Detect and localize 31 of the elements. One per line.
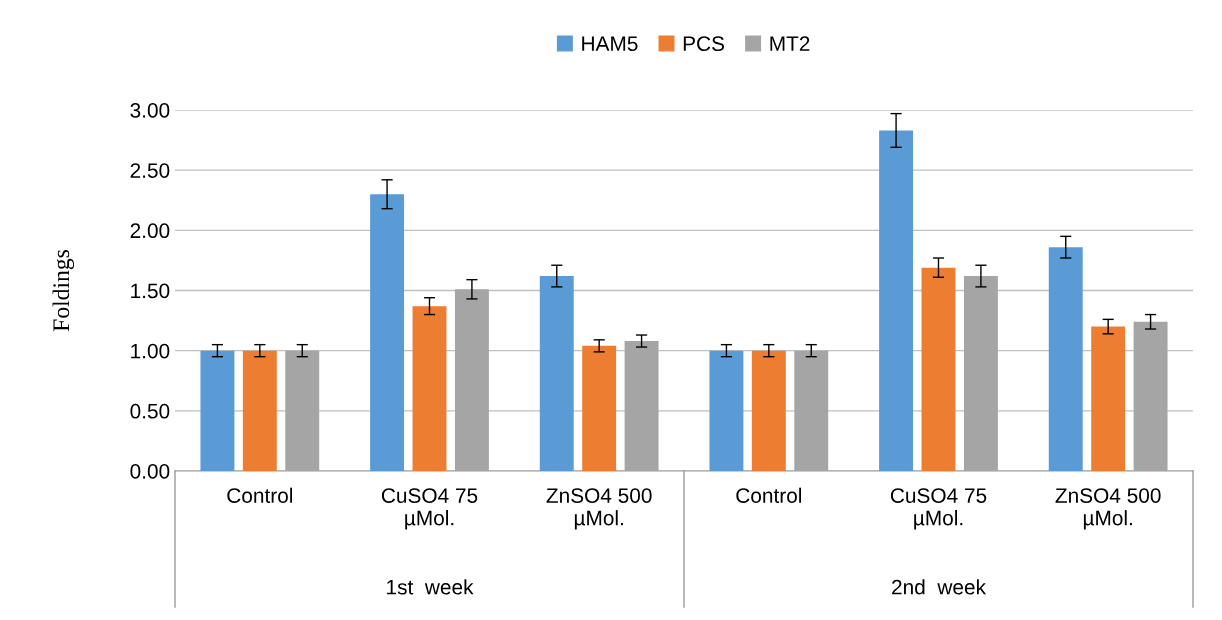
bar: [200, 350, 235, 471]
x-tick-label: Control: [227, 487, 293, 503]
y-tick-label: 3.00: [130, 103, 170, 118]
x-tick-label: Control: [736, 487, 802, 503]
bar: [539, 276, 574, 471]
legend-label: MT2: [770, 36, 810, 51]
bar: [242, 350, 277, 471]
y-tick-label: 2.00: [130, 223, 170, 239]
y-tick-label: 1.00: [131, 343, 170, 359]
y-tick-label: 0.00: [130, 464, 170, 479]
bar: [751, 350, 786, 471]
y-axis-title: Foldings: [52, 250, 75, 332]
text: 2nd week: [892, 579, 987, 595]
bar: [582, 345, 617, 471]
x-tick-label: ZnSO4 500 µMol.: [1055, 488, 1161, 530]
legend-label: PCS: [683, 36, 725, 52]
bar: [1048, 247, 1083, 471]
y-tick-label: 1.50: [131, 283, 170, 299]
x-tick-label: CuSO4 75 µMol.: [890, 488, 987, 530]
bar: [709, 350, 744, 471]
bar: [1091, 326, 1126, 471]
text: 1st week: [387, 579, 474, 595]
legend-label: HAM5: [582, 36, 638, 52]
bar: [879, 130, 914, 471]
bar: [921, 267, 956, 471]
x-tick-label: CuSO4 75 µMol.: [381, 488, 478, 530]
x-tick-label: ZnSO4 500 µMol.: [546, 488, 652, 530]
bar: [370, 194, 405, 471]
y-tick-label: 0.50: [130, 403, 170, 419]
bar: [412, 306, 447, 471]
y-tick-label: 2.50: [130, 163, 170, 178]
